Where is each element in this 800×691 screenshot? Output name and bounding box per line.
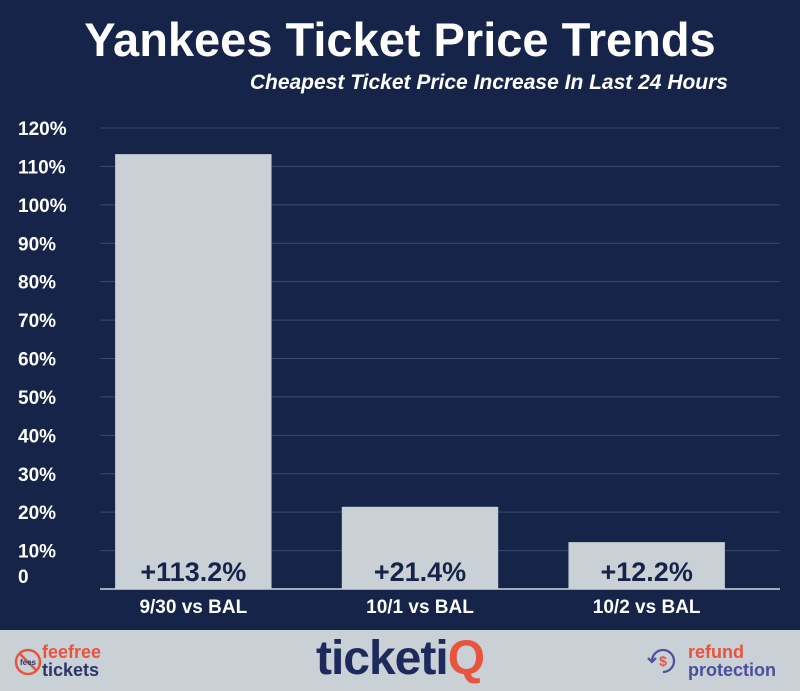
ticketiq-logo: ticketiQ <box>0 634 800 684</box>
x-tick-label: 10/2 vs BAL <box>593 597 701 618</box>
y-tick-label: 80% <box>18 273 56 294</box>
y-tick-label: 90% <box>18 234 56 255</box>
x-axis-ticks: 9/30 vs BAL 10/1 vs BAL 10/2 vs BAL <box>139 597 700 618</box>
y-tick-label: 0 <box>18 567 29 588</box>
y-tick-label: 70% <box>18 311 56 332</box>
refund-logo-line1: refund <box>688 642 744 662</box>
chart-title: Yankees Ticket Price Trends <box>84 13 716 66</box>
bar-chart: 0 10% 20% 30% 40% 50% 60% 70% 80% 90% 100% 110% 120%… <box>18 119 780 618</box>
feefree-logo-line2: tickets <box>42 660 100 680</box>
x-tick-label: 9/30 vs BAL <box>139 597 247 618</box>
y-tick-label: 120% <box>18 119 67 140</box>
y-tick-label: 10% <box>18 542 56 563</box>
y-tick-label: 30% <box>18 465 56 486</box>
y-tick-label: 100% <box>18 196 67 217</box>
data-label: +21.4% <box>374 557 466 587</box>
no-fees-icon-text: fees <box>20 658 37 667</box>
brand-main: ticketi <box>315 632 449 685</box>
brand-accent: Q <box>447 632 485 685</box>
data-label: +12.2% <box>601 557 693 587</box>
x-tick-label: 10/1 vs BAL <box>366 597 474 618</box>
feefree-logo-line1: feefree <box>42 642 102 662</box>
feefree-tickets-logo: feefree tickets <box>42 643 101 679</box>
y-axis-ticks: 0 10% 20% 30% 40% 50% 60% 70% 80% 90% 100% 110% 120% <box>18 119 67 588</box>
refund-logo-line2: protection <box>688 660 776 680</box>
y-tick-label: 20% <box>18 503 56 524</box>
dollar-refund-icon: $ <box>647 648 676 674</box>
y-tick-label: 50% <box>18 388 56 409</box>
chart-subtitle: Cheapest Ticket Price Increase In Last 2… <box>249 71 728 94</box>
footer: fees feefree tickets ticketiQ $ refund p… <box>0 630 800 691</box>
refund-icon-text: $ <box>659 653 667 669</box>
no-fees-icon: fees <box>14 648 42 676</box>
refund-protection-logo: refund protection <box>688 643 776 679</box>
bar <box>341 506 499 589</box>
y-tick-label: 110% <box>18 157 66 178</box>
data-label: +113.2% <box>140 557 246 587</box>
data-labels: +113.2% +21.4% +12.2% <box>140 557 692 587</box>
y-tick-label: 40% <box>18 426 56 447</box>
y-tick-label: 60% <box>18 350 56 371</box>
bar <box>115 154 272 589</box>
bars <box>115 154 725 589</box>
bar <box>568 542 725 589</box>
